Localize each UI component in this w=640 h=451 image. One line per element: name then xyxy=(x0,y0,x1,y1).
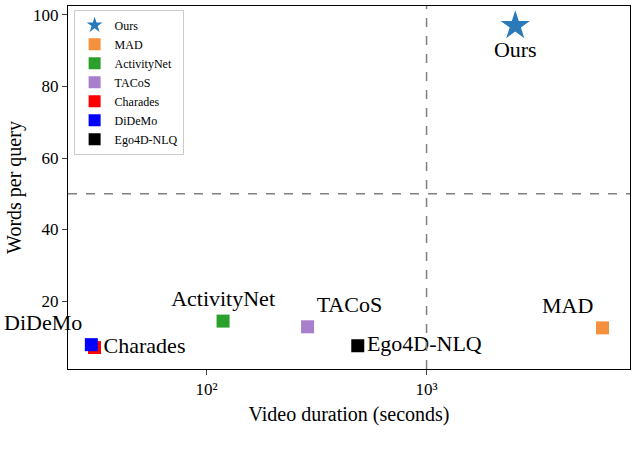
svg-text:40: 40 xyxy=(42,220,59,239)
svg-text:ActivityNet: ActivityNet xyxy=(171,286,275,311)
svg-text:Ego4D-NLQ: Ego4D-NLQ xyxy=(115,133,178,147)
svg-text:Charades: Charades xyxy=(115,95,160,109)
svg-text:Ours: Ours xyxy=(115,19,139,33)
svg-text:Video duration (seconds): Video duration (seconds) xyxy=(249,403,450,426)
svg-text:10³: 10³ xyxy=(415,380,437,399)
svg-text:60: 60 xyxy=(42,149,59,168)
svg-text:10²: 10² xyxy=(195,380,217,399)
svg-text:Charades: Charades xyxy=(104,333,186,358)
svg-text:DiDeMo: DiDeMo xyxy=(4,310,82,335)
svg-text:Ego4D-NLQ: Ego4D-NLQ xyxy=(367,331,482,356)
svg-text:TACoS: TACoS xyxy=(115,76,151,90)
svg-text:100: 100 xyxy=(33,6,59,25)
svg-text:80: 80 xyxy=(42,77,59,96)
svg-text:20: 20 xyxy=(42,292,59,311)
svg-text:Words per query: Words per query xyxy=(3,121,26,254)
svg-text:Figure 1: Comparison of video: Figure 1: Comparison of video grounding … xyxy=(14,449,376,451)
svg-text:MAD: MAD xyxy=(115,38,143,52)
svg-text:TACoS: TACoS xyxy=(317,292,382,317)
svg-text:MAD: MAD xyxy=(542,293,593,318)
svg-text:Ours: Ours xyxy=(494,37,537,62)
svg-text:DiDeMo: DiDeMo xyxy=(115,114,158,128)
svg-text:ActivityNet: ActivityNet xyxy=(115,57,172,71)
